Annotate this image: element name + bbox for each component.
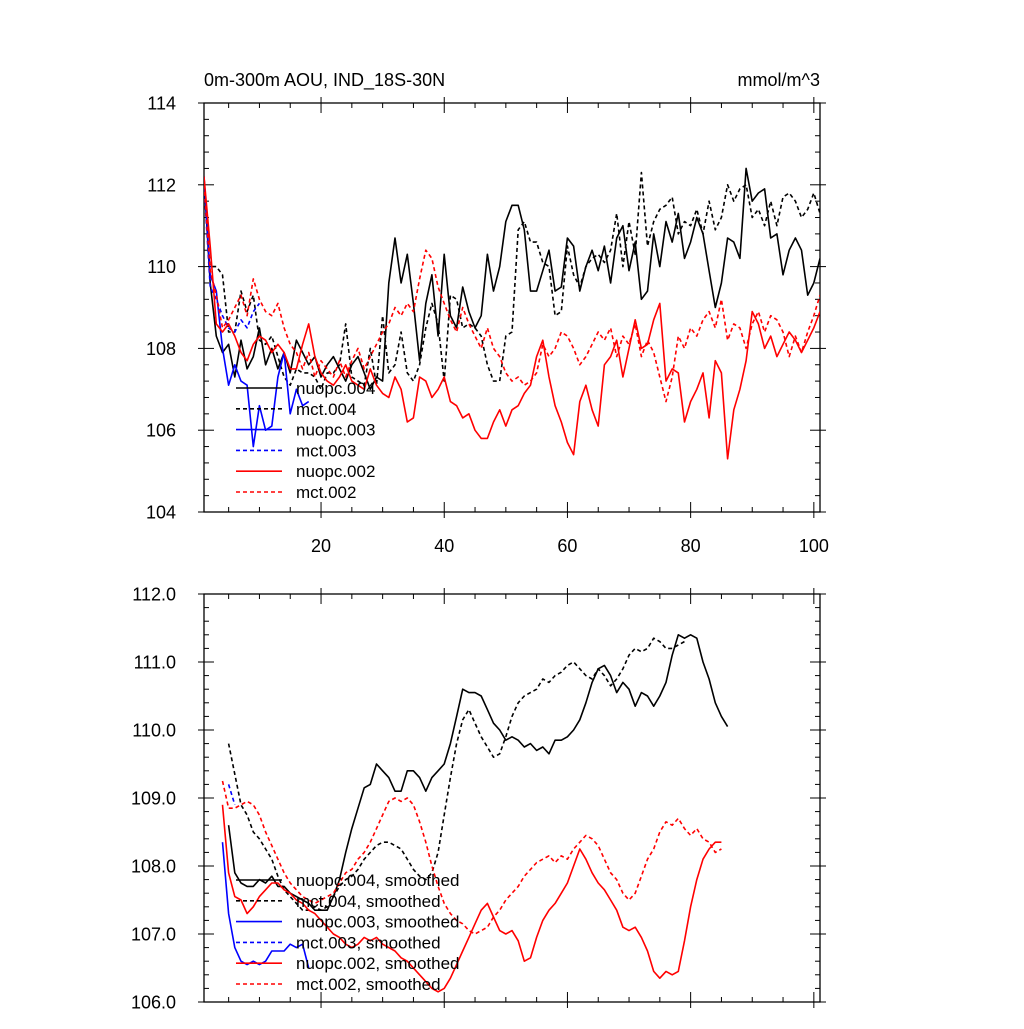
legend-label: nuopc.002, smoothed (296, 954, 460, 973)
y-tick-label: 107.0 (131, 925, 176, 945)
x-tick-label: 60 (557, 536, 577, 556)
series-line-mct-003 (204, 184, 261, 333)
series-line-nuopc-002-smoothed (221, 804, 722, 993)
y-tick-label: 104 (146, 503, 176, 523)
legend-label: nuopc.003, smoothed (296, 913, 460, 932)
legend-label: mct.004, smoothed (296, 892, 441, 911)
series-lines (221, 633, 729, 993)
y-tick-label: 109.0 (131, 789, 176, 809)
x-ticks (228, 97, 815, 518)
series-line-mct-003-smoothed (227, 784, 236, 806)
x-tick-label: 20 (311, 536, 331, 556)
upper-plot: 20 40 60 80 100 104 106 108 110 112 114 nuopc.004 mc… (146, 94, 829, 557)
y-tick-label: 108.0 (131, 857, 176, 877)
legend-label: mct.004 (296, 400, 356, 419)
chart-title: 0m-300m AOU, IND_18S-30N (204, 70, 445, 91)
series-line-nuopc-003-smoothed (221, 842, 310, 969)
legend: nuopc.004, smoothed mct.004, smoothed nuop… (236, 871, 460, 994)
y-tick-label: 110 (147, 257, 176, 277)
plot-frame (203, 102, 821, 513)
legend-label: nuopc.003 (296, 421, 375, 440)
series-line-mct-002-smoothed (221, 780, 722, 935)
series-line-mct-002 (204, 184, 820, 403)
series-line-nuopc-004 (204, 167, 820, 391)
x-tick-label: 80 (681, 536, 701, 556)
y-tick-label: 111.0 (134, 653, 176, 673)
legend-label: mct.003, smoothed (296, 933, 441, 952)
y-tick-label: 108 (146, 339, 176, 359)
x-tick-label: 40 (434, 536, 454, 556)
y-ticks (198, 102, 826, 513)
lower-plot: 106.0 107.0 108.0 109.0 110.0 111.0 112.0 nuopc… (131, 585, 826, 1013)
x-ticks (228, 588, 815, 1008)
y-tick-label: 106 (146, 421, 176, 441)
series-lines (204, 167, 820, 460)
legend-label: mct.003 (296, 441, 356, 460)
series-line-nuopc-004-smoothed (227, 633, 729, 912)
series-line-mct-004 (204, 171, 820, 391)
legend-label: nuopc.004 (296, 379, 375, 398)
legend-label: nuopc.002 (296, 462, 375, 481)
legend-label: mct.002, smoothed (296, 975, 441, 994)
y-ticks (198, 593, 826, 1003)
legend-label: mct.002 (296, 483, 356, 502)
units-label: mmol/m^3 (738, 70, 820, 90)
series-line-nuopc-002 (204, 176, 820, 460)
y-tick-label: 112.0 (132, 585, 176, 605)
series-line-nuopc-003 (204, 176, 310, 448)
series-line-mct-004-smoothed (227, 637, 685, 912)
x-tick-label: 100 (799, 536, 829, 556)
legend-label: nuopc.004, smoothed (296, 871, 460, 890)
y-tick-label: 114 (147, 94, 176, 114)
y-tick-label: 112 (147, 175, 176, 195)
y-tick-label: 110.0 (132, 721, 176, 741)
y-tick-label: 106.0 (131, 993, 176, 1013)
